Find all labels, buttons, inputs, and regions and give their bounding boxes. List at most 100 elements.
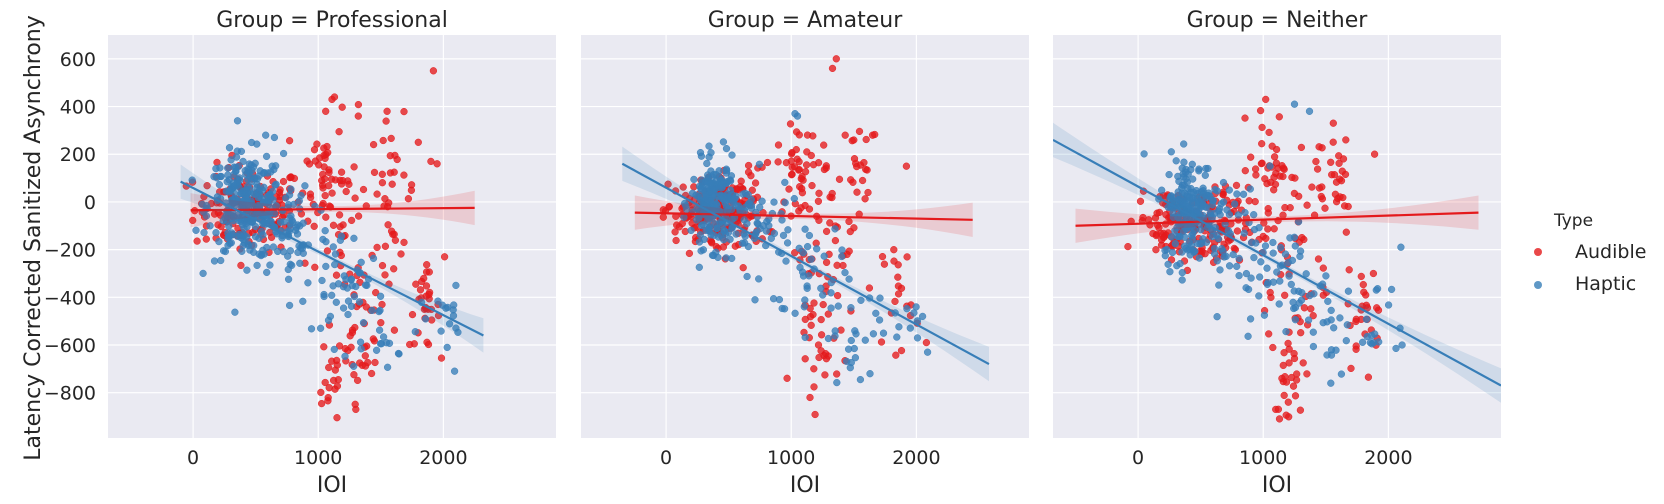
point-haptic	[1239, 190, 1248, 198]
x-tick-label: 1000	[767, 447, 815, 469]
regression-line-audible	[634, 211, 973, 221]
point-audible	[1258, 140, 1266, 148]
point-audible	[1345, 266, 1353, 274]
point-haptic	[1269, 278, 1278, 286]
point-haptic	[1193, 209, 1201, 217]
point-haptic	[1182, 244, 1190, 252]
point-haptic	[285, 301, 294, 310]
point-audible	[328, 357, 336, 365]
point-audible	[792, 145, 800, 154]
point-haptic	[779, 231, 788, 240]
point-haptic	[879, 329, 888, 337]
point-audible	[418, 277, 426, 286]
point-haptic	[1174, 195, 1183, 204]
point-audible	[822, 227, 831, 236]
point-audible	[862, 135, 870, 144]
point-audible	[321, 378, 329, 387]
point-audible	[1282, 411, 1290, 419]
point-haptic	[1213, 187, 1221, 195]
point-audible	[387, 134, 395, 143]
point-audible	[433, 160, 441, 168]
point-haptic	[284, 201, 293, 209]
point-haptic	[702, 191, 710, 199]
point-audible	[1124, 242, 1132, 251]
point-haptic	[1195, 254, 1204, 262]
point-haptic	[726, 176, 734, 184]
point-audible	[665, 202, 673, 211]
point-haptic	[759, 221, 767, 230]
point-audible	[322, 213, 330, 221]
point-haptic	[262, 212, 270, 220]
point-haptic	[1197, 226, 1205, 234]
point-haptic	[1276, 243, 1285, 252]
point-audible	[1275, 113, 1283, 121]
point-audible	[763, 158, 772, 167]
point-audible	[371, 358, 379, 367]
point-haptic	[350, 292, 359, 301]
point-audible	[806, 393, 814, 402]
point-haptic	[906, 324, 914, 332]
point-audible	[847, 176, 855, 184]
point-audible	[331, 385, 339, 393]
point-audible	[427, 157, 435, 166]
point-haptic	[215, 237, 223, 246]
point-haptic	[783, 239, 792, 247]
point-haptic	[357, 345, 365, 353]
point-audible	[739, 264, 747, 272]
point-audible	[335, 128, 343, 136]
x-axis-label: IOI	[317, 473, 347, 498]
x-tick-label: 2000	[1364, 447, 1412, 469]
point-audible	[861, 195, 869, 203]
point-haptic	[805, 272, 813, 280]
point-haptic	[1220, 253, 1228, 261]
point-audible	[1303, 370, 1311, 378]
point-haptic	[1337, 370, 1346, 378]
point-audible	[1262, 234, 1270, 243]
point-haptic	[202, 201, 211, 210]
point-audible	[1308, 183, 1316, 191]
point-audible	[1219, 190, 1227, 198]
point-haptic	[279, 248, 288, 256]
point-audible	[897, 346, 906, 355]
point-audible	[831, 236, 840, 245]
point-audible	[412, 280, 420, 288]
point-haptic	[1191, 247, 1199, 255]
facet-title: Group = Professional	[216, 8, 448, 33]
point-haptic	[701, 199, 709, 207]
point-haptic	[376, 306, 384, 315]
point-haptic	[918, 312, 927, 321]
point-audible	[1293, 370, 1301, 378]
point-audible	[793, 155, 801, 163]
point-haptic	[775, 295, 784, 304]
point-audible	[1318, 195, 1327, 203]
point-haptic	[716, 174, 724, 182]
point-audible	[320, 343, 328, 351]
point-haptic	[872, 309, 880, 317]
point-haptic	[762, 227, 770, 235]
y-axis-label: Latency Corrected Sanitized Asynchrony	[21, 15, 46, 461]
point-audible	[785, 185, 793, 193]
point-audible	[354, 100, 363, 109]
point-audible	[378, 179, 387, 187]
point-haptic	[856, 375, 865, 384]
point-audible	[338, 103, 346, 111]
x-tick-label: 1000	[294, 447, 342, 469]
point-haptic	[322, 262, 330, 271]
point-haptic	[339, 283, 348, 291]
point-haptic	[1165, 170, 1173, 179]
point-audible	[902, 162, 911, 170]
point-haptic	[1184, 170, 1192, 178]
point-haptic	[743, 272, 751, 281]
x-tick-label: 0	[1132, 447, 1144, 469]
point-haptic	[741, 239, 749, 247]
point-audible	[809, 132, 817, 140]
point-audible	[1241, 167, 1249, 175]
point-audible	[894, 290, 903, 298]
point-haptic	[292, 223, 301, 232]
point-haptic	[206, 222, 214, 230]
point-audible	[1300, 304, 1309, 312]
point-audible	[810, 365, 818, 373]
point-audible	[386, 152, 394, 160]
point-haptic	[820, 252, 828, 260]
point-audible	[323, 247, 332, 255]
